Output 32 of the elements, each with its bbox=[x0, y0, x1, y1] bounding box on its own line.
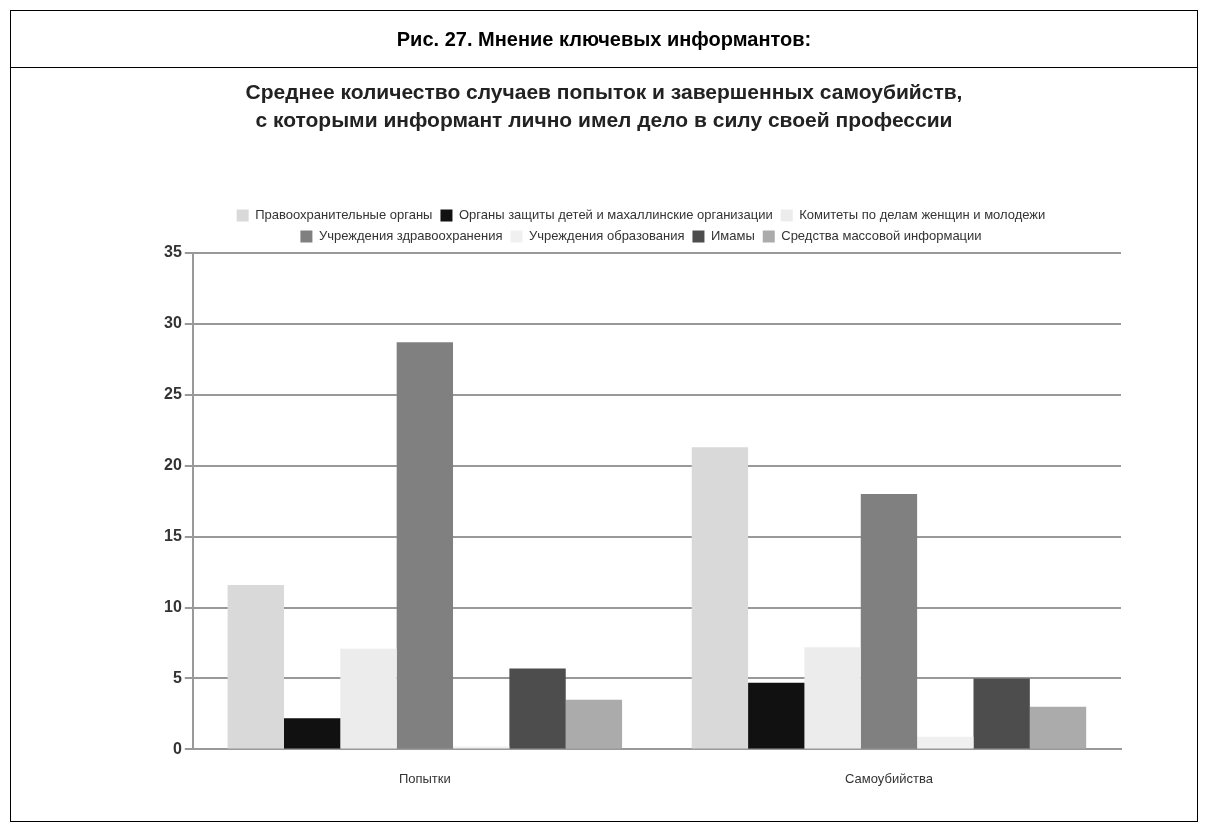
bar bbox=[340, 648, 397, 749]
bar bbox=[283, 718, 341, 749]
legend-label: Органы защиты детей и махаллинские организации bbox=[458, 207, 773, 223]
bar bbox=[396, 342, 454, 749]
y-tick-label: 20 bbox=[164, 456, 182, 474]
chart-title: Рис. 27. Мнение ключевых информантов: bbox=[11, 11, 1197, 68]
legend-label: Комитеты по делам женщин и молодежи bbox=[799, 207, 1046, 223]
x-tick-label: Самоубийства bbox=[845, 770, 934, 786]
chart-subtitle: Среднее количество случаев попыток и завершенных самоубийств, с которыми информант лично имел дело в силу своей профессии bbox=[244, 79, 964, 133]
legend-label: Средства массовой информации bbox=[781, 228, 982, 244]
y-tick-label: 35 bbox=[164, 243, 182, 261]
bar bbox=[917, 736, 974, 749]
y-tick-label: 25 bbox=[164, 385, 182, 403]
y-tick-label: 30 bbox=[164, 314, 182, 332]
bar bbox=[1029, 706, 1087, 749]
bar bbox=[565, 699, 623, 749]
y-tick-label: 15 bbox=[164, 527, 182, 545]
legend-label: Имамы bbox=[710, 228, 755, 244]
bar bbox=[748, 682, 805, 749]
bar bbox=[804, 647, 861, 749]
bar bbox=[691, 447, 749, 749]
bar bbox=[227, 584, 284, 749]
x-tick-label: Попытки bbox=[398, 770, 451, 786]
legend-label: Учреждения здравоохранения bbox=[318, 228, 503, 244]
bar bbox=[973, 678, 1030, 749]
y-tick-label: 10 bbox=[164, 597, 182, 615]
y-tick-label: 0 bbox=[172, 739, 182, 757]
legend-label: Учреждения образования bbox=[529, 228, 685, 244]
bar bbox=[860, 494, 918, 749]
legend-label: Правоохранительные органы bbox=[255, 207, 433, 223]
bar bbox=[509, 668, 566, 749]
y-tick-label: 5 bbox=[172, 668, 182, 686]
